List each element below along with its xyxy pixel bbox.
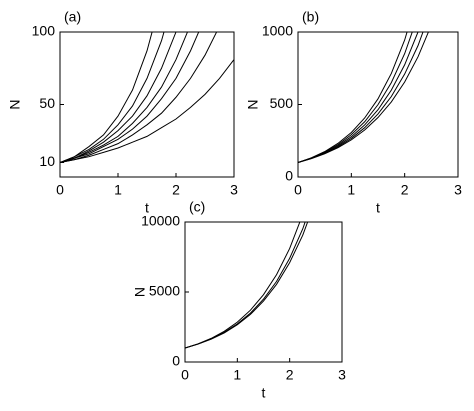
x-tick-label: 0	[294, 182, 302, 198]
x-tick-label: 2	[172, 182, 180, 198]
x-axis-label: t	[145, 200, 149, 216]
y-axis-label: N	[7, 99, 23, 109]
x-tick-label: 3	[230, 182, 238, 198]
trajectory	[185, 222, 306, 349]
lines	[298, 32, 429, 163]
panel: 0 1 2 3 10 50 100 t N (a)	[7, 9, 238, 216]
y-tick-label: 10000	[141, 213, 180, 229]
panel-label: (c)	[189, 199, 205, 215]
x-tick-label: 2	[401, 182, 409, 198]
lines	[185, 222, 309, 349]
panel: 0 1 2 3 0 500 1000 t N (b)	[245, 9, 462, 216]
trajectory	[60, 32, 189, 163]
plot-frame	[59, 31, 235, 178]
y-tick-label: 0	[285, 168, 293, 184]
trajectory	[298, 32, 429, 163]
x-axis-label: t	[262, 385, 266, 401]
x-tick-label: 3	[454, 182, 462, 198]
panel-label: (b)	[302, 9, 319, 25]
y-axis-label: N	[245, 99, 261, 109]
trajectory	[60, 32, 218, 163]
y-tick-label: 0	[172, 353, 180, 369]
x-tick-label: 0	[181, 367, 189, 383]
panel-label: (a)	[64, 9, 81, 25]
x-tick-label: 0	[56, 182, 64, 198]
lines	[60, 32, 234, 163]
x-axis-label: t	[376, 200, 380, 216]
plot-frame	[184, 221, 343, 363]
y-tick-label: 50	[39, 95, 55, 111]
trajectory	[60, 32, 165, 163]
x-tick-label: 1	[233, 367, 241, 383]
trajectory	[185, 222, 309, 349]
trajectory	[60, 32, 177, 163]
trajectory	[60, 32, 200, 163]
x-tick-label: 1	[114, 182, 122, 198]
y-tick-label: 100	[32, 23, 56, 39]
x-tick-label: 1	[347, 182, 355, 198]
x-tick-label: 3	[338, 367, 346, 383]
y-tick-label: 500	[270, 95, 294, 111]
y-axis-label: N	[132, 287, 148, 297]
trajectory	[60, 59, 234, 163]
trajectory	[185, 222, 301, 349]
y-tick-label: 10	[39, 153, 55, 169]
x-tick-label: 2	[286, 367, 294, 383]
y-tick-label: 1000	[262, 23, 293, 39]
y-tick-label: 5000	[149, 283, 180, 299]
